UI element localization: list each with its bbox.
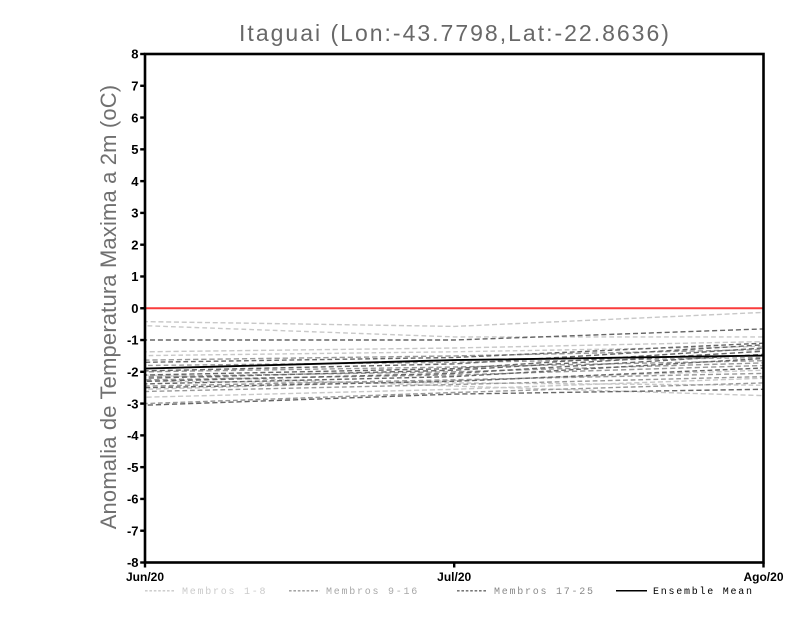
svg-text:-7: -7: [127, 523, 139, 538]
svg-text:5: 5: [131, 142, 138, 157]
svg-text:Ago/20: Ago/20: [743, 570, 783, 584]
svg-text:2: 2: [131, 237, 138, 252]
svg-text:-5: -5: [127, 460, 139, 475]
svg-text:-4: -4: [127, 428, 139, 443]
svg-text:3: 3: [131, 206, 138, 221]
svg-text:-8: -8: [127, 555, 139, 570]
svg-text:Membros 17-25: Membros 17-25: [494, 586, 595, 598]
svg-text:Jul/20: Jul/20: [437, 570, 471, 584]
svg-text:Membros 9-16: Membros 9-16: [326, 586, 419, 598]
svg-text:-2: -2: [127, 365, 139, 380]
svg-text:8: 8: [131, 47, 138, 62]
svg-text:Anomalia de Temperatura Maxima: Anomalia de Temperatura Maxima a 2m (oC): [96, 85, 121, 530]
svg-text:-1: -1: [127, 333, 139, 348]
svg-text:-3: -3: [127, 396, 139, 411]
svg-text:Membros 1-8: Membros 1-8: [182, 586, 267, 598]
svg-text:4: 4: [131, 174, 139, 189]
svg-text:Itaguai (Lon:-43.7798,Lat:-22.: Itaguai (Lon:-43.7798,Lat:-22.8636): [239, 20, 671, 46]
svg-text:6: 6: [131, 110, 138, 125]
svg-text:0: 0: [131, 301, 138, 316]
svg-text:7: 7: [131, 79, 138, 94]
svg-text:1: 1: [131, 269, 138, 284]
svg-text:-6: -6: [127, 492, 139, 507]
svg-text:Jun/20: Jun/20: [126, 570, 164, 584]
svg-text:Ensemble Mean: Ensemble Mean: [653, 586, 754, 598]
